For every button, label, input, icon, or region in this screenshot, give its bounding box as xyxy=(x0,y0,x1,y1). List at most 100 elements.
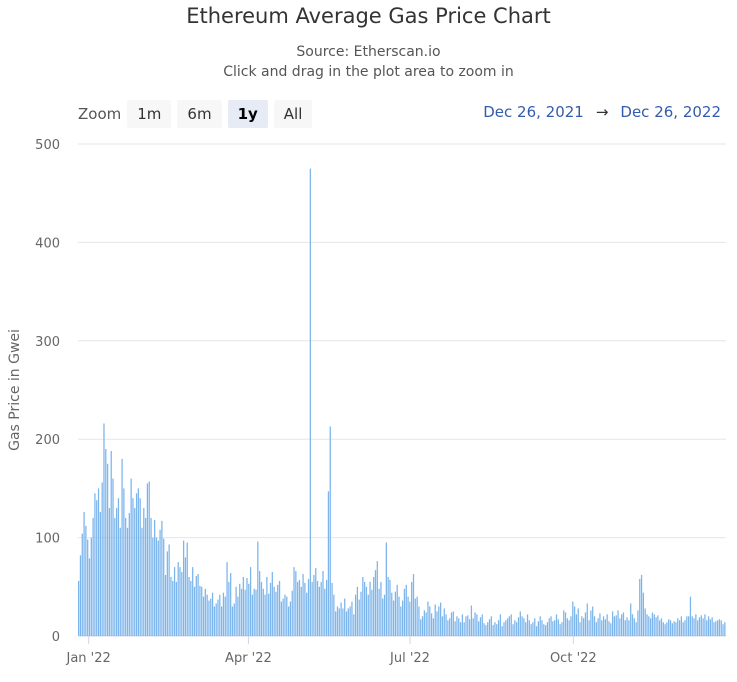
bar xyxy=(425,612,427,636)
bar xyxy=(172,580,174,636)
zoom-1m-button[interactable]: 1m xyxy=(127,100,172,128)
bar xyxy=(192,567,194,636)
bar xyxy=(259,571,261,636)
bar xyxy=(365,586,368,636)
bar xyxy=(680,616,683,636)
bar xyxy=(456,616,458,636)
bar xyxy=(461,614,463,636)
bar xyxy=(657,615,659,636)
bar xyxy=(619,618,621,636)
bar xyxy=(164,574,167,636)
bar xyxy=(87,539,89,636)
bar xyxy=(275,591,277,636)
bar xyxy=(360,591,362,636)
bar xyxy=(300,586,302,636)
bar xyxy=(552,621,554,636)
bar xyxy=(78,580,80,636)
bar xyxy=(526,614,529,636)
bar xyxy=(376,561,378,636)
bar xyxy=(555,614,558,636)
bar xyxy=(101,482,103,636)
bar xyxy=(282,598,284,636)
bar xyxy=(105,449,107,636)
bar xyxy=(363,581,366,636)
bar xyxy=(624,620,626,636)
bar xyxy=(240,588,243,636)
range-arrow-icon: → xyxy=(595,103,609,121)
zoom-1y-button[interactable]: 1y xyxy=(227,100,268,128)
bar xyxy=(702,618,704,636)
bar xyxy=(239,583,241,636)
bar xyxy=(391,592,393,636)
y-tick-label: 300 xyxy=(35,335,60,350)
bar xyxy=(206,594,208,636)
bar xyxy=(125,517,127,636)
bar xyxy=(327,491,330,636)
bar xyxy=(126,527,129,636)
bar xyxy=(707,616,710,636)
bar xyxy=(157,540,159,636)
bar xyxy=(506,618,509,636)
bar xyxy=(615,615,617,636)
bar xyxy=(499,614,502,636)
y-tick-label: 0 xyxy=(52,630,60,645)
bar-series xyxy=(78,168,726,636)
bar xyxy=(622,612,625,636)
bar xyxy=(233,603,235,636)
bar xyxy=(411,581,413,636)
bar xyxy=(604,619,606,636)
bar xyxy=(369,581,371,636)
bar xyxy=(544,625,547,636)
bar xyxy=(278,580,281,636)
bar xyxy=(228,581,230,636)
bar xyxy=(579,622,581,636)
bar xyxy=(121,458,123,636)
bar xyxy=(434,604,436,636)
bar xyxy=(347,608,349,636)
bar xyxy=(222,592,225,636)
bar xyxy=(230,573,232,636)
bar xyxy=(344,598,346,636)
bar xyxy=(463,622,465,636)
bar xyxy=(532,622,534,636)
bar xyxy=(311,581,313,636)
range-to-input[interactable]: Dec 26, 2022 xyxy=(620,103,721,121)
bar xyxy=(521,616,523,636)
bar xyxy=(610,623,612,636)
bar xyxy=(617,610,619,636)
bar xyxy=(318,586,321,636)
bar xyxy=(711,617,713,636)
bar xyxy=(315,568,317,636)
bar xyxy=(584,612,587,636)
bar xyxy=(249,567,252,636)
bar xyxy=(170,576,172,636)
bar xyxy=(331,582,333,636)
bar xyxy=(307,578,310,636)
bar xyxy=(497,620,500,636)
bar xyxy=(108,508,111,636)
bar xyxy=(135,493,138,636)
bar xyxy=(324,588,326,636)
y-tick-label: 200 xyxy=(35,433,60,448)
bar xyxy=(380,581,382,636)
bar xyxy=(182,540,185,636)
bar xyxy=(548,618,550,636)
bar xyxy=(706,620,708,636)
bar xyxy=(564,612,567,636)
bar xyxy=(244,589,246,636)
bar xyxy=(106,463,109,636)
bar xyxy=(704,614,706,636)
range-from-input[interactable]: Dec 26, 2021 xyxy=(483,103,584,121)
bar xyxy=(691,616,693,636)
bar xyxy=(420,619,422,636)
bar xyxy=(467,615,469,636)
bar xyxy=(322,571,324,636)
bar xyxy=(349,606,351,636)
bar xyxy=(362,576,364,636)
zoom-all-button[interactable]: All xyxy=(273,100,313,128)
bar xyxy=(478,621,480,636)
chart-title: Ethereum Average Gas Price Chart xyxy=(186,4,551,28)
zoom-6m-button[interactable]: 6m xyxy=(177,100,222,128)
bar xyxy=(287,606,290,636)
